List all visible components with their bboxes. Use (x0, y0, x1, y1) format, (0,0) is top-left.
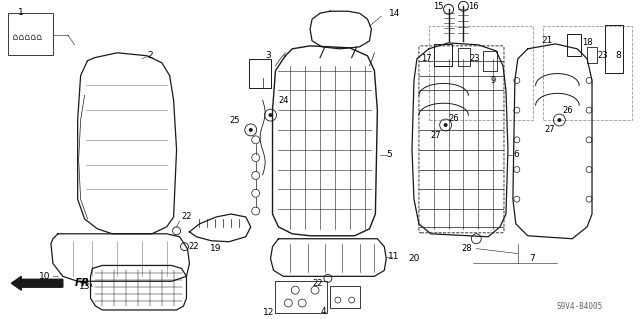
Text: 11: 11 (388, 252, 400, 261)
Text: 22: 22 (313, 279, 323, 288)
Text: 27: 27 (431, 131, 441, 140)
FancyArrow shape (12, 276, 63, 290)
Bar (249, 59, 271, 88)
Text: 6: 6 (513, 150, 519, 159)
Text: 2: 2 (147, 51, 153, 60)
Circle shape (444, 123, 447, 127)
Text: 16: 16 (468, 2, 479, 11)
Text: 13: 13 (79, 282, 90, 291)
Circle shape (557, 118, 561, 122)
Bar (275, 281, 327, 313)
Text: 23: 23 (469, 54, 479, 63)
Bar (483, 51, 497, 70)
Circle shape (269, 113, 273, 117)
Bar (587, 47, 597, 63)
Bar (567, 34, 581, 56)
Text: 10: 10 (39, 272, 51, 281)
Text: 22: 22 (188, 242, 198, 251)
Text: 7: 7 (529, 254, 534, 263)
Text: 19: 19 (211, 244, 222, 253)
Bar (8, 13, 53, 55)
Text: 12: 12 (263, 308, 275, 317)
Text: 5: 5 (387, 150, 392, 159)
Text: 26: 26 (448, 114, 459, 122)
Text: 18: 18 (582, 38, 593, 48)
Text: 15: 15 (433, 2, 444, 11)
Text: 21: 21 (542, 36, 553, 45)
Text: 27: 27 (544, 125, 555, 134)
Text: 1: 1 (19, 8, 24, 17)
Bar (434, 44, 452, 66)
Bar (429, 26, 532, 120)
Text: 9: 9 (490, 76, 496, 85)
Text: 14: 14 (388, 9, 400, 18)
Text: 22: 22 (181, 212, 192, 221)
Text: S9V4-B4005: S9V4-B4005 (556, 301, 602, 310)
Text: 8: 8 (616, 51, 621, 60)
Bar (543, 26, 632, 120)
Bar (458, 48, 470, 66)
Bar (605, 25, 623, 72)
Text: FR.: FR. (75, 278, 94, 288)
Text: 17: 17 (422, 54, 432, 63)
Text: 3: 3 (266, 51, 271, 60)
Text: 23: 23 (598, 51, 608, 60)
Bar (330, 286, 360, 308)
Circle shape (249, 128, 253, 132)
Text: 25: 25 (230, 115, 240, 124)
Text: 24: 24 (278, 96, 289, 105)
Text: 26: 26 (562, 106, 573, 115)
Text: 28: 28 (461, 244, 472, 253)
Text: 20: 20 (408, 254, 420, 263)
Text: 4: 4 (320, 308, 326, 316)
